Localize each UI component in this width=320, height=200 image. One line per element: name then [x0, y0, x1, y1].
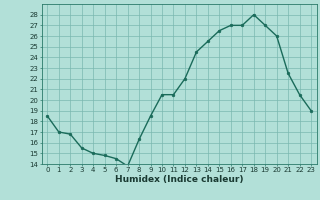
X-axis label: Humidex (Indice chaleur): Humidex (Indice chaleur) [115, 175, 244, 184]
